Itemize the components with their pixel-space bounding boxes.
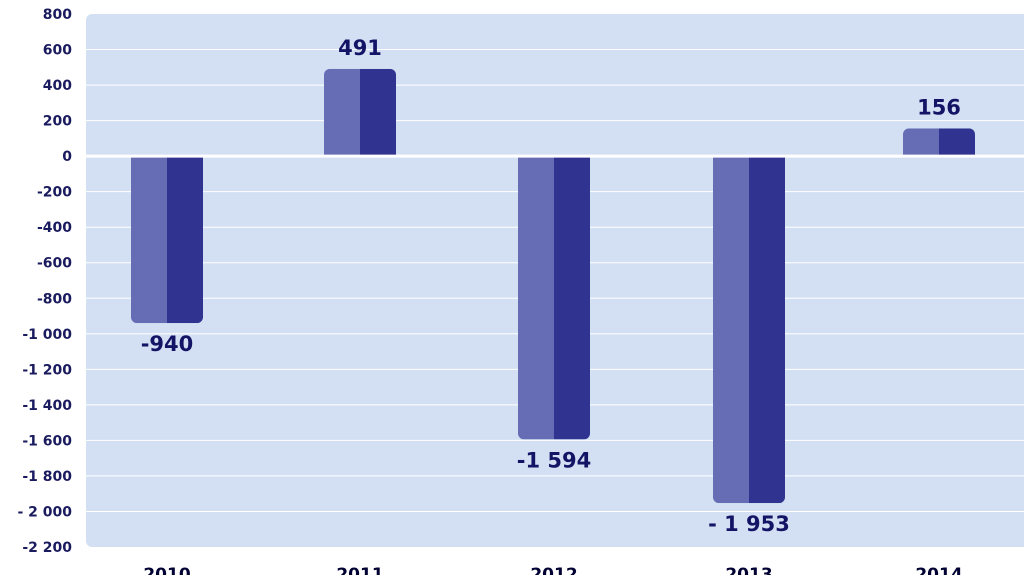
y-tick-label: -200 <box>37 185 72 201</box>
y-tick-label: -600 <box>37 256 72 272</box>
y-tick-label: - 2 000 <box>17 504 72 520</box>
y-tick-label: -800 <box>37 291 72 307</box>
y-tick-label: 600 <box>43 43 72 59</box>
bar-dark-face <box>939 128 975 157</box>
y-tick-label: 800 <box>43 7 72 23</box>
bar-dark-face <box>554 156 590 440</box>
data-label: -940 <box>141 332 194 356</box>
bar-2013 <box>713 156 785 504</box>
bar-2014 <box>903 128 975 157</box>
bar-dark-face <box>360 68 396 157</box>
bar-light-face <box>518 156 554 440</box>
x-tick-label: 2011 <box>336 565 383 575</box>
bar-light-face <box>131 156 167 324</box>
y-tick-label: -1 800 <box>22 469 72 485</box>
bar-dark-face <box>749 156 785 504</box>
data-labels: -940 491 -1 594 - 1 953 156 <box>141 36 961 536</box>
bar-2010 <box>131 156 203 324</box>
bar-light-face <box>713 156 749 504</box>
data-label: -1 594 <box>517 448 591 472</box>
bar-2012 <box>518 156 590 440</box>
data-label: - 1 953 <box>708 512 790 536</box>
data-label: 156 <box>917 95 961 119</box>
y-axis: 800 600 400 200 0 -200 -400 -600 -800 -1 000 -1 20… <box>17 7 72 556</box>
y-tick-label: 400 <box>43 78 72 94</box>
y-tick-label: -1 000 <box>22 327 72 343</box>
y-tick-label: -1 200 <box>22 362 72 378</box>
bar-light-face <box>324 68 360 157</box>
bars <box>131 68 975 504</box>
y-tick-label: -2 200 <box>22 540 72 556</box>
bar-dark-face <box>167 156 203 324</box>
y-tick-label: -1 600 <box>22 433 72 449</box>
x-axis: 2010 2011 2012 2013 2014 <box>143 565 962 575</box>
y-tick-label: -400 <box>37 220 72 236</box>
data-label: 491 <box>338 36 382 60</box>
x-tick-label: 2010 <box>143 565 190 575</box>
x-tick-label: 2013 <box>725 565 772 575</box>
bar-2011 <box>324 68 396 157</box>
y-tick-label: 0 <box>62 149 72 165</box>
x-tick-label: 2014 <box>915 565 962 575</box>
y-tick-label: 200 <box>43 114 72 130</box>
bar-light-face <box>903 128 939 157</box>
x-tick-label: 2012 <box>530 565 577 575</box>
y-tick-label: -1 400 <box>22 398 72 414</box>
